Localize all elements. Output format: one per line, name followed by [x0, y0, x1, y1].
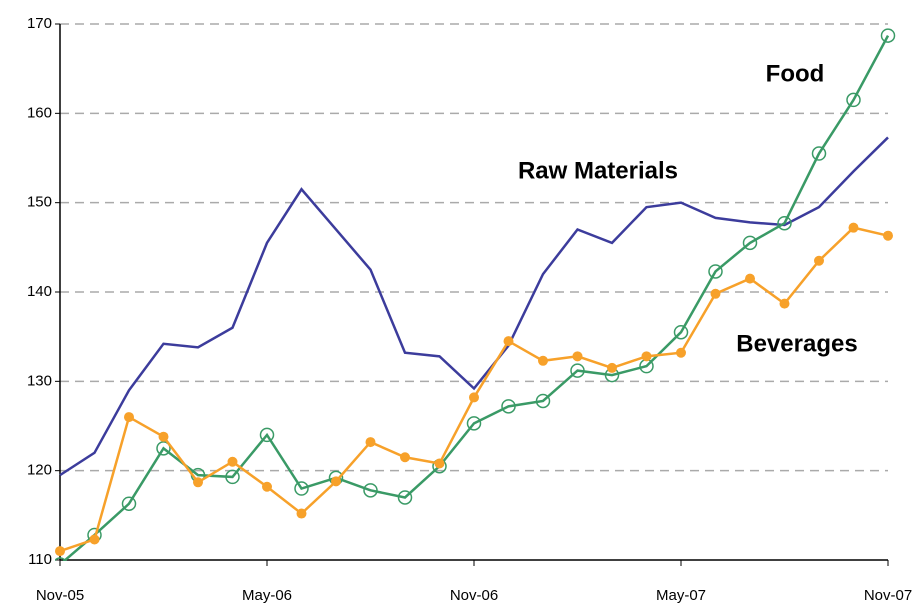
- y-tick-label: 140: [27, 283, 52, 300]
- series-label: Beverages: [736, 330, 857, 357]
- marker: [673, 324, 689, 340]
- marker: [363, 483, 378, 498]
- y-tick-label: 160: [27, 104, 52, 121]
- marker: [434, 458, 445, 469]
- marker: [676, 347, 686, 358]
- marker: [708, 264, 723, 279]
- marker: [397, 490, 413, 505]
- marker: [227, 456, 238, 467]
- marker: [745, 273, 755, 284]
- y-tick-label: 170: [27, 15, 52, 32]
- marker: [294, 481, 309, 496]
- marker: [331, 476, 341, 487]
- x-tick-label: Nov-05: [36, 587, 84, 604]
- series-line: [59, 136, 889, 477]
- marker: [538, 355, 548, 366]
- marker: [572, 351, 583, 362]
- marker: [158, 431, 169, 442]
- marker: [570, 363, 585, 378]
- marker: [121, 496, 137, 511]
- y-tick-label: 110: [28, 551, 52, 568]
- marker: [466, 416, 482, 431]
- y-tick-label: 150: [27, 194, 52, 211]
- marker: [880, 28, 896, 43]
- marker: [89, 534, 100, 545]
- series-label: Raw Materials: [518, 157, 678, 184]
- marker: [365, 437, 376, 448]
- y-tick-label: 120: [27, 462, 52, 479]
- marker: [846, 92, 861, 108]
- x-tick-label: Nov-07: [864, 587, 912, 604]
- marker: [883, 230, 893, 241]
- marker: [55, 546, 65, 557]
- marker: [296, 508, 307, 519]
- marker: [710, 288, 721, 299]
- marker: [262, 481, 272, 492]
- marker: [193, 477, 203, 488]
- marker: [641, 351, 652, 362]
- marker: [225, 469, 240, 485]
- series-line: [62, 35, 890, 561]
- x-tick-label: May-06: [242, 587, 292, 604]
- marker: [503, 336, 514, 347]
- marker: [607, 362, 617, 373]
- marker: [742, 235, 758, 251]
- marker: [259, 427, 275, 443]
- marker: [469, 392, 479, 403]
- marker: [156, 441, 171, 456]
- marker: [848, 222, 859, 233]
- marker: [124, 412, 134, 423]
- plot-area: [55, 28, 896, 561]
- marker: [811, 146, 827, 161]
- marker: [779, 298, 790, 309]
- series-label: Food: [766, 60, 825, 87]
- x-tick-label: Nov-06: [450, 587, 498, 604]
- marker: [55, 557, 67, 561]
- marker: [535, 393, 551, 409]
- marker: [777, 215, 792, 231]
- y-tick-label: 130: [27, 372, 52, 389]
- marker: [814, 255, 824, 266]
- marker: [400, 452, 410, 463]
- x-tick-label: May-07: [656, 587, 706, 604]
- marker: [501, 399, 516, 414]
